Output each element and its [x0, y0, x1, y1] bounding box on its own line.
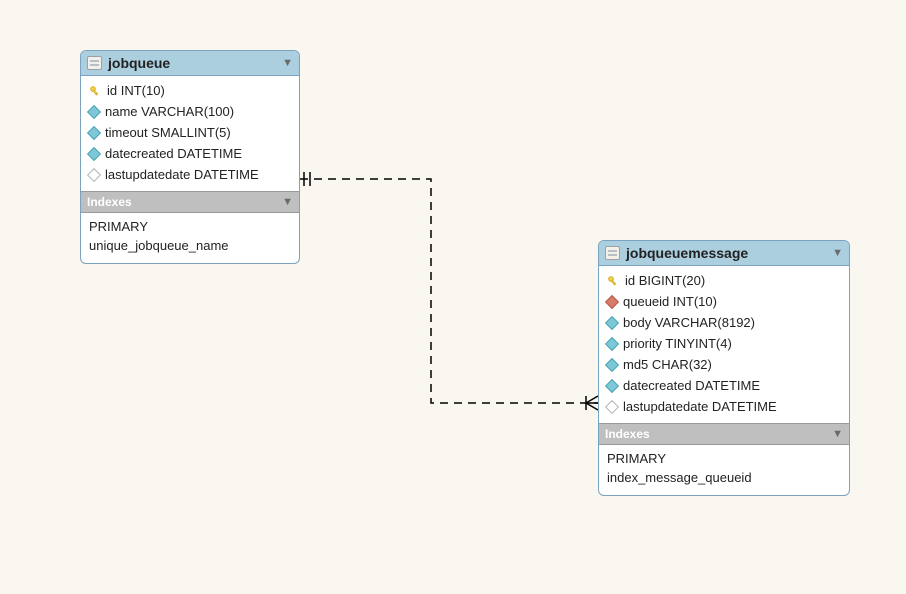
- column-text: name VARCHAR(100): [105, 104, 234, 119]
- column-row[interactable]: id INT(10): [81, 80, 299, 101]
- column-row[interactable]: id BIGINT(20): [599, 270, 849, 291]
- column-row[interactable]: lastupdatedate DATETIME: [599, 396, 849, 417]
- key-icon: [89, 85, 101, 97]
- table-jobqueue[interactable]: jobqueue ▼ id INT(10) name VARCHAR(100) ti…: [80, 50, 300, 264]
- index-row[interactable]: unique_jobqueue_name: [89, 236, 291, 255]
- column-icon: [605, 378, 619, 392]
- nullable-icon: [605, 399, 619, 413]
- table-header-jobqueuemessage[interactable]: jobqueuemessage ▼: [599, 241, 849, 266]
- indexes-jobqueuemessage: PRIMARYindex_message_queueid: [599, 445, 849, 495]
- collapse-icon[interactable]: ▼: [282, 57, 293, 69]
- collapse-icon[interactable]: ▼: [832, 428, 843, 440]
- column-text: datecreated DATETIME: [623, 378, 760, 393]
- column-icon: [605, 336, 619, 350]
- column-row[interactable]: timeout SMALLINT(5): [81, 122, 299, 143]
- collapse-icon[interactable]: ▼: [282, 196, 293, 208]
- column-text: queueid INT(10): [623, 294, 717, 309]
- table-jobqueuemessage[interactable]: jobqueuemessage ▼ id BIGINT(20) queueid I…: [598, 240, 850, 496]
- table-icon: [87, 56, 102, 70]
- column-text: lastupdatedate DATETIME: [623, 399, 777, 414]
- key-icon: [607, 275, 619, 287]
- indexes-header-jobqueue[interactable]: Indexes ▼: [81, 191, 299, 213]
- column-row[interactable]: datecreated DATETIME: [599, 375, 849, 396]
- table-title: jobqueue: [108, 55, 276, 71]
- table-header-jobqueue[interactable]: jobqueue ▼: [81, 51, 299, 76]
- fk-icon: [605, 294, 619, 308]
- column-icon: [87, 104, 101, 118]
- column-text: lastupdatedate DATETIME: [105, 167, 259, 182]
- columns-jobqueuemessage: id BIGINT(20) queueid INT(10) body VARCHAR…: [599, 266, 849, 423]
- collapse-icon[interactable]: ▼: [832, 247, 843, 259]
- column-text: priority TINYINT(4): [623, 336, 732, 351]
- column-row[interactable]: queueid INT(10): [599, 291, 849, 312]
- table-icon: [605, 246, 620, 260]
- nullable-icon: [87, 167, 101, 181]
- index-row[interactable]: PRIMARY: [607, 449, 841, 468]
- column-text: timeout SMALLINT(5): [105, 125, 231, 140]
- column-row[interactable]: priority TINYINT(4): [599, 333, 849, 354]
- column-row[interactable]: lastupdatedate DATETIME: [81, 164, 299, 185]
- columns-jobqueue: id INT(10) name VARCHAR(100) timeout SMALL…: [81, 76, 299, 191]
- indexes-jobqueue: PRIMARYunique_jobqueue_name: [81, 213, 299, 263]
- column-row[interactable]: datecreated DATETIME: [81, 143, 299, 164]
- column-text: body VARCHAR(8192): [623, 315, 755, 330]
- indexes-label: Indexes: [605, 427, 650, 441]
- column-icon: [605, 315, 619, 329]
- column-icon: [605, 357, 619, 371]
- indexes-label: Indexes: [87, 195, 132, 209]
- column-text: id BIGINT(20): [625, 273, 705, 288]
- column-icon: [87, 125, 101, 139]
- column-row[interactable]: name VARCHAR(100): [81, 101, 299, 122]
- column-icon: [87, 146, 101, 160]
- table-title: jobqueuemessage: [626, 245, 826, 261]
- column-text: datecreated DATETIME: [105, 146, 242, 161]
- column-row[interactable]: body VARCHAR(8192): [599, 312, 849, 333]
- index-row[interactable]: PRIMARY: [89, 217, 291, 236]
- indexes-header-jobqueuemessage[interactable]: Indexes ▼: [599, 423, 849, 445]
- column-row[interactable]: md5 CHAR(32): [599, 354, 849, 375]
- index-row[interactable]: index_message_queueid: [607, 468, 841, 487]
- column-text: md5 CHAR(32): [623, 357, 712, 372]
- column-text: id INT(10): [107, 83, 165, 98]
